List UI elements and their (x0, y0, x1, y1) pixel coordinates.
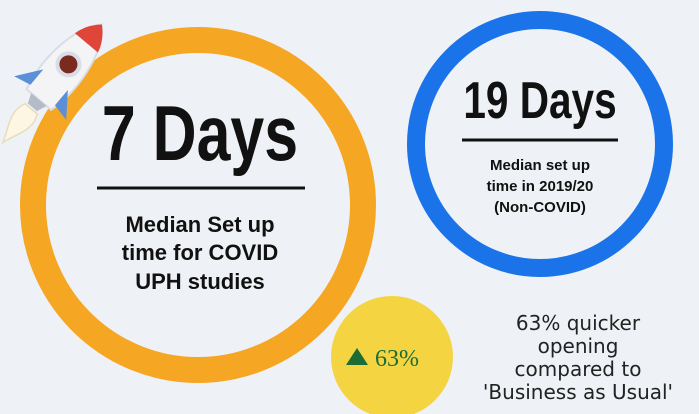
note-line: compared to (515, 357, 642, 381)
page: 7 Days Median Set up time for COVID UPH … (0, 0, 699, 414)
comparison-headline: 19 Days (463, 71, 616, 129)
note-line: opening (538, 334, 619, 358)
note-line: 63% quicker (516, 311, 641, 335)
comparison-caption: (Non-COVID) (494, 199, 586, 216)
main-caption: time for COVID (122, 240, 278, 265)
main-caption: UPH studies (135, 269, 265, 294)
badge-text: 63% (375, 346, 419, 372)
infographic: 7 Days Median Set up time for COVID UPH … (0, 0, 699, 414)
note-line: 'Business as Usual' (483, 380, 673, 404)
main-headline: 7 Days (102, 90, 298, 177)
comparison-caption: Median set up (490, 157, 590, 174)
main-caption: Median Set up (125, 212, 274, 237)
comparison-caption: time in 2019/20 (487, 178, 594, 195)
